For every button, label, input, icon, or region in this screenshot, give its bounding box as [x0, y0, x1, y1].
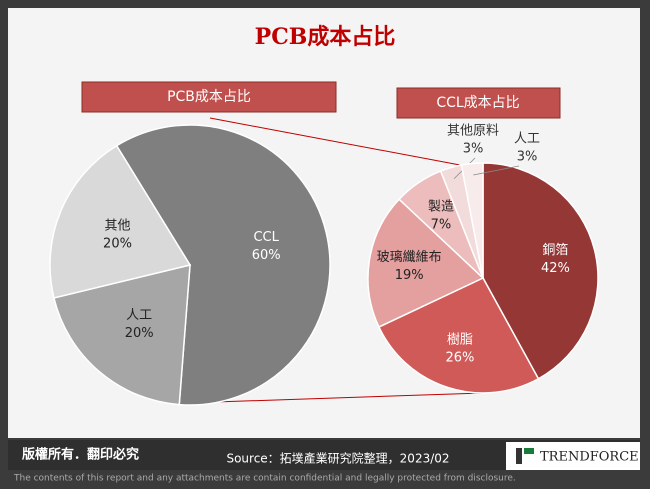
slice-label: 人工	[514, 132, 540, 147]
slice-label: 其他原料	[447, 124, 499, 139]
slice-label: 銅箔	[542, 242, 568, 258]
left-header	[81, 81, 337, 113]
slice-value: 7%	[431, 218, 452, 233]
pie-slice	[460, 162, 484, 279]
page-title: PCB成本占比	[255, 24, 396, 50]
pie-slice	[53, 264, 191, 406]
right-header-text: CCL成本占比	[436, 95, 519, 111]
pie-slice	[367, 198, 485, 328]
slice-value: 20%	[125, 326, 154, 341]
slice-label: 其他	[105, 219, 131, 234]
source: Source：拓墣產業研究院整理，2023/02	[226, 451, 449, 466]
slice-label: 樹脂	[447, 333, 473, 348]
slice-value: 3%	[517, 150, 538, 165]
pies: CCL 60% 人工 20% 其他 20% 銅箔 42% 樹脂 26% 玻璃纖維布 19% 製造 7% 其他…	[49, 124, 599, 406]
pie-slice	[49, 144, 192, 299]
slice-label: CCL	[253, 230, 279, 245]
slice-label: 人工	[126, 308, 152, 323]
logo-box	[506, 442, 640, 470]
right-header	[396, 87, 561, 119]
logo-icon	[524, 448, 534, 454]
slice-value: 20%	[103, 237, 132, 252]
disclaimer: The contents of this report and any atta…	[13, 474, 516, 484]
connector	[209, 117, 461, 166]
slice-value: 60%	[252, 248, 281, 263]
logo-icon	[516, 448, 522, 464]
slice-value: 26%	[445, 351, 474, 366]
leader-line	[473, 165, 520, 176]
slice-label: 玻璃纖維布	[377, 250, 442, 265]
slice-label: 製造	[428, 200, 454, 215]
slice-value: 3%	[463, 142, 484, 157]
rights: 版權所有．翻印必究	[22, 447, 139, 463]
logo: TRENDFORCE	[540, 450, 639, 465]
slice-value: 19%	[395, 268, 424, 283]
pie-slice	[115, 124, 331, 406]
left-header-text: PCB成本占比	[167, 89, 251, 105]
pie-slice	[377, 277, 540, 394]
pie-slice	[482, 162, 599, 380]
connector	[185, 392, 484, 404]
slice-value: 42%	[541, 261, 570, 276]
